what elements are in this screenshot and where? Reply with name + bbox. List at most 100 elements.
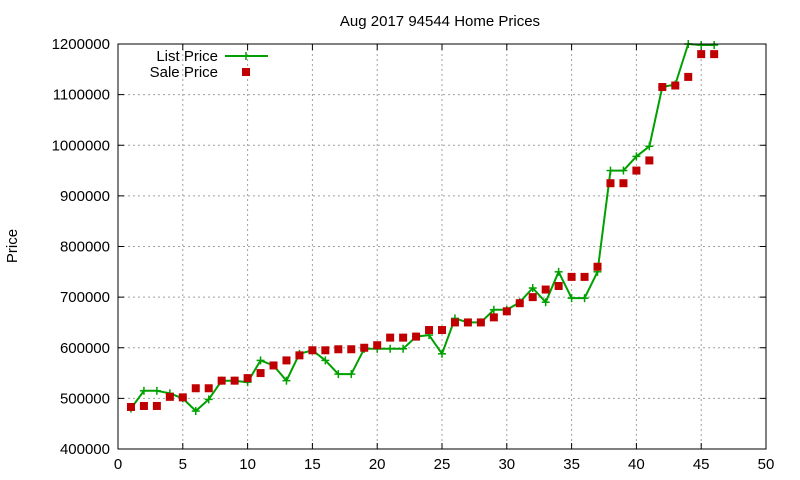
sale-price-point: [515, 299, 524, 308]
y-tick-label: 800000: [60, 239, 110, 256]
list-price-point: [139, 386, 148, 395]
list-price-point: [541, 298, 550, 307]
grid: [118, 44, 766, 449]
sale-price-point: [671, 81, 680, 90]
x-tick-label: 30: [498, 456, 515, 473]
plot-frame: [117, 43, 767, 450]
sale-price-point: [425, 326, 434, 335]
y-tick-label: 1100000: [53, 87, 110, 104]
list-price-line: [130, 43, 715, 412]
sale-price-point: [580, 272, 589, 281]
x-tick-label: 15: [304, 456, 321, 473]
list-price-point: [580, 294, 589, 303]
list-price-point: [152, 386, 161, 395]
x-tick-label: 10: [239, 456, 256, 473]
series-layer: [126, 40, 719, 416]
sale-price-point: [645, 156, 654, 165]
sale-price-point: [360, 343, 369, 352]
sale-price-point: [476, 318, 485, 327]
list-price-point: [282, 376, 291, 385]
sale-price-point: [256, 369, 265, 378]
list-price-point: [619, 166, 628, 175]
list-price-point: [697, 41, 706, 50]
sale-price-point: [282, 356, 291, 365]
y-tick-label: 500000: [60, 390, 110, 407]
list-price-point: [710, 41, 719, 50]
sale-price-point: [269, 361, 278, 370]
list-price-point: [334, 370, 343, 379]
sale-price-point: [606, 179, 615, 188]
list-price-point: [489, 305, 498, 314]
sale-price-point: [386, 333, 395, 342]
sale-price-point: [399, 333, 408, 342]
sale-price-point: [126, 402, 135, 411]
sale-price-point: [230, 376, 239, 385]
sale-price-point: [450, 318, 459, 327]
sale-price-point: [489, 313, 498, 322]
series-sale-price: [126, 50, 719, 411]
sale-price-point: [217, 376, 226, 385]
list-price-point: [528, 284, 537, 293]
sale-price-point: [567, 272, 576, 281]
sale-price-point: [463, 318, 472, 327]
axis-ticks: 0 5 10 15 20 25 30 35 40 45 50 400000 500000 600000 70…: [52, 36, 775, 473]
legend-sample-sale-price: [242, 68, 250, 76]
list-price-point: [438, 349, 446, 358]
sale-price-point: [710, 50, 719, 59]
x-tick-label: 40: [628, 456, 645, 473]
legend-sample-list-price-marker: [242, 52, 250, 60]
list-price-point: [386, 344, 395, 353]
sale-price-point: [697, 50, 706, 59]
list-price-point: [191, 407, 200, 416]
series-list-price: [126, 40, 719, 416]
x-tick-label: 35: [563, 456, 580, 473]
x-tick-label: 20: [369, 456, 386, 473]
sale-price-point: [204, 384, 213, 393]
legend: List Price Sale Price: [150, 48, 268, 81]
sale-price-point: [528, 293, 537, 302]
sale-price-point: [178, 393, 187, 402]
sale-price-point: [347, 345, 356, 354]
list-price-point: [567, 294, 576, 303]
list-price-point: [256, 356, 265, 365]
sale-price-point: [308, 346, 317, 355]
y-tick-label: 900000: [60, 188, 110, 205]
chart-title: Aug 2017 94544 Home Prices: [340, 13, 540, 30]
sale-price-point: [684, 72, 693, 81]
list-price-point: [399, 344, 408, 353]
x-tick-label: 25: [434, 456, 451, 473]
sale-price-point: [373, 341, 382, 350]
sale-price-point: [593, 262, 602, 271]
legend-label-list-price: List Price: [156, 48, 218, 65]
list-price-point: [321, 356, 330, 365]
sale-price-point: [295, 351, 304, 360]
x-tick-label: 0: [114, 456, 122, 473]
sale-price-point: [541, 285, 550, 294]
sale-price-point: [152, 401, 161, 410]
x-tick-label: 5: [179, 456, 187, 473]
sale-price-point: [632, 166, 641, 175]
y-tick-label: 1000000: [52, 137, 110, 154]
sale-price-point: [243, 374, 252, 383]
y-tick-label: 400000: [60, 441, 110, 458]
list-price-point: [645, 142, 654, 151]
y-tick-label: 700000: [60, 289, 110, 306]
list-price-point: [554, 267, 563, 276]
sale-price-point: [619, 179, 628, 188]
sale-price-point: [334, 345, 343, 354]
x-tick-label: 45: [693, 456, 710, 473]
y-axis-label: Price: [4, 229, 21, 263]
sale-price-point: [165, 392, 174, 401]
sale-price-point: [321, 346, 330, 355]
list-price-point: [606, 166, 615, 175]
x-tick-label: 50: [758, 456, 775, 473]
sale-price-point: [658, 83, 667, 92]
legend-label-sale-price: Sale Price: [150, 64, 218, 81]
sale-price-point: [438, 326, 446, 335]
list-price-point: [347, 370, 356, 379]
sale-price-point: [139, 401, 148, 410]
list-price-point: [632, 152, 641, 161]
list-price-point: [204, 395, 213, 404]
sale-price-point: [554, 281, 563, 290]
